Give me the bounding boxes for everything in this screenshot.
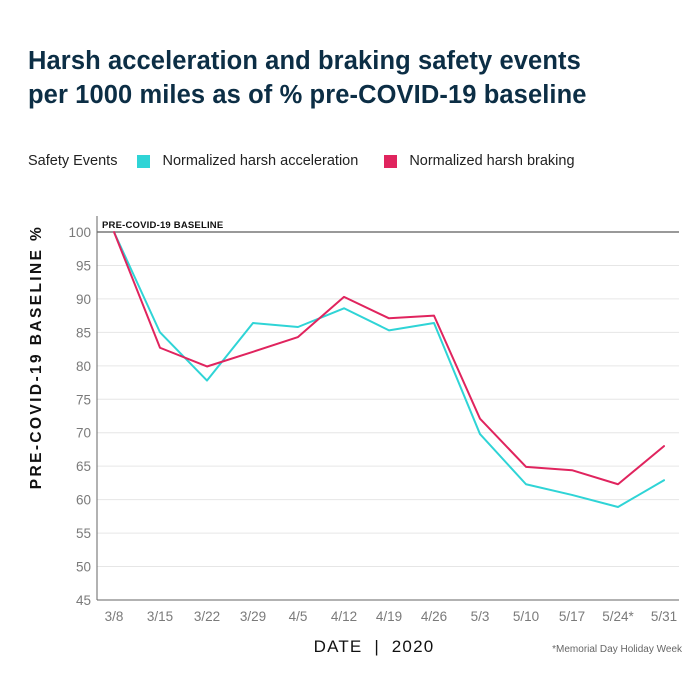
y-tick-label: 90 bbox=[76, 292, 91, 307]
series-line-acceleration bbox=[113, 231, 665, 508]
x-tick-label: 4/26 bbox=[421, 609, 447, 624]
axis-layer bbox=[96, 216, 679, 601]
series-line-braking bbox=[113, 231, 665, 486]
x-tick-label: 3/29 bbox=[240, 609, 266, 624]
legend-item-braking: Normalized harsh braking bbox=[384, 153, 575, 169]
y-tick-label: 80 bbox=[76, 359, 91, 374]
x-tick-label: 3/15 bbox=[147, 609, 173, 624]
grid-layer bbox=[97, 264, 679, 568]
y-tick-label: 85 bbox=[76, 325, 91, 340]
x-tick-label: 4/5 bbox=[289, 609, 308, 624]
y-tick-label: 65 bbox=[76, 459, 91, 474]
x-tick-label: 4/12 bbox=[331, 609, 357, 624]
legend-label-acceleration: Normalized harsh acceleration bbox=[162, 153, 359, 169]
legend-title: Safety Events bbox=[28, 153, 118, 169]
baseline-annotation: PRE-COVID-19 BASELINE bbox=[102, 220, 223, 231]
y-tick-label: 70 bbox=[76, 426, 91, 441]
x-tick-label: 5/10 bbox=[513, 609, 539, 624]
y-tick-label: 50 bbox=[76, 560, 91, 575]
x-tick-label: 3/22 bbox=[194, 609, 220, 624]
x-tick-label: 5/31 bbox=[651, 609, 677, 624]
chart-title-line-2: per 1000 miles as of % pre-COVID-19 base… bbox=[28, 81, 587, 109]
y-tick-label: 100 bbox=[68, 225, 91, 240]
footnote: *Memorial Day Holiday Week bbox=[552, 644, 683, 655]
y-tick-label: 75 bbox=[76, 392, 91, 407]
legend: Safety Events Normalized harsh accelerat… bbox=[28, 151, 601, 171]
x-axis-label: DATE | 2020 bbox=[314, 637, 435, 656]
legend-item-acceleration: Normalized harsh acceleration bbox=[137, 153, 358, 169]
chart-title: Harsh acceleration and braking safety ev… bbox=[28, 44, 587, 112]
y-tick-label: 60 bbox=[76, 493, 91, 508]
label-layer: 100 95 90 85 80 75 70 65 60 55 50 45 3/8 3/15 3/22 3/29… bbox=[68, 225, 677, 624]
legend-swatch-acceleration bbox=[137, 154, 151, 168]
x-tick-label: 5/24* bbox=[602, 609, 634, 624]
legend-swatch-braking bbox=[384, 154, 398, 168]
y-tick-label: 45 bbox=[76, 593, 91, 608]
legend-label-braking: Normalized harsh braking bbox=[409, 153, 575, 169]
y-tick-label: 55 bbox=[76, 526, 91, 541]
x-tick-label: 3/8 bbox=[105, 609, 124, 624]
x-tick-label: 5/3 bbox=[471, 609, 490, 624]
x-tick-label: 5/17 bbox=[559, 609, 585, 624]
x-tick-label: 4/19 bbox=[376, 609, 402, 624]
y-tick-label: 95 bbox=[76, 258, 91, 273]
chart-title-line-1: Harsh acceleration and braking safety ev… bbox=[28, 47, 581, 75]
series-layer bbox=[113, 231, 665, 508]
y-axis-label: PRE-COVID-19 BASELINE % bbox=[28, 225, 45, 490]
